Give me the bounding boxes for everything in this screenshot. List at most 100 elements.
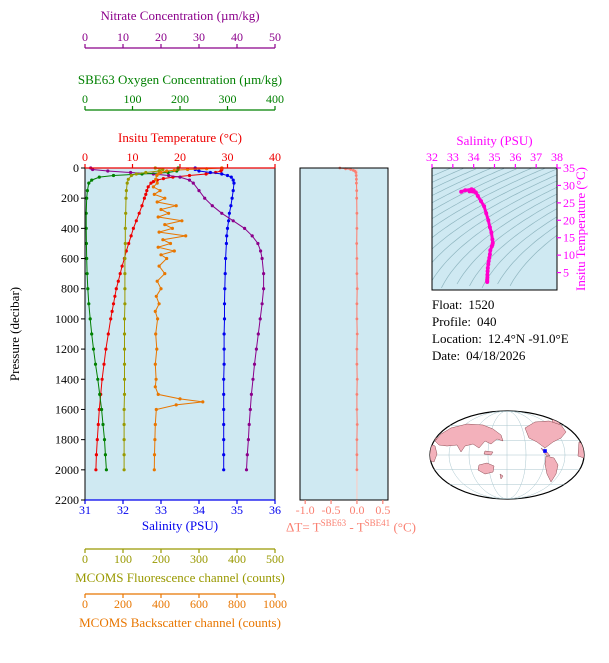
svg-text:1000: 1000 xyxy=(55,312,79,326)
delta-t-axis-title: ΔT= TSBE63 - TSBE41 (°C) xyxy=(258,518,444,535)
date-label: Date: xyxy=(432,348,461,363)
svg-text:1200: 1200 xyxy=(55,342,79,356)
svg-text:40: 40 xyxy=(269,150,281,164)
ts-salinity-axis-title: Salinity (PSU) xyxy=(456,133,533,148)
svg-text:-0.5: -0.5 xyxy=(322,503,341,517)
svg-text:30: 30 xyxy=(193,30,205,44)
delta-t-title-part: - T xyxy=(346,519,365,535)
svg-text:400: 400 xyxy=(266,92,284,106)
svg-text:800: 800 xyxy=(228,597,246,611)
svg-text:1000: 1000 xyxy=(263,597,287,611)
svg-text:34: 34 xyxy=(468,150,480,164)
land-south-america xyxy=(544,455,559,483)
svg-text:31: 31 xyxy=(79,503,91,517)
svg-text:34: 34 xyxy=(193,503,205,517)
svg-text:400: 400 xyxy=(228,552,246,566)
series-mcoms-fluorescence-channel-counts- xyxy=(122,166,165,472)
svg-text:0: 0 xyxy=(82,552,88,566)
ts-temperature-axis: 5 10 15 20 25 30 35 xyxy=(557,161,575,280)
svg-text:400: 400 xyxy=(61,221,79,235)
svg-text:50: 50 xyxy=(269,30,281,44)
backscatter-axis: 0 200 400 600 800 1000 xyxy=(82,593,287,611)
series-insitu-temperature-c- xyxy=(94,166,224,472)
svg-text:1400: 1400 xyxy=(55,372,79,386)
svg-text:35: 35 xyxy=(489,150,501,164)
svg-text:600: 600 xyxy=(190,597,208,611)
series-sbe63-oxygen-concentration-m-kg- xyxy=(84,166,180,472)
location-label: Location: xyxy=(432,331,482,346)
delta-t-panel xyxy=(300,168,388,500)
isopycnal-contours xyxy=(431,167,558,289)
svg-text:33: 33 xyxy=(447,150,459,164)
delta-t-title-part: (°C) xyxy=(390,519,416,535)
svg-text:32: 32 xyxy=(426,150,438,164)
svg-text:300: 300 xyxy=(190,552,208,566)
date-line: Date: 04/18/2026 xyxy=(432,347,569,364)
float-info-block: Float: 1520 Profile: 040 Location: 12.4°N -… xyxy=(432,296,569,364)
svg-text:40: 40 xyxy=(231,30,243,44)
delta-t-panel-border xyxy=(299,167,389,501)
svg-text:0: 0 xyxy=(82,597,88,611)
svg-text:0: 0 xyxy=(82,30,88,44)
land-north-america xyxy=(524,420,567,449)
oxygen-axis-title: SBE63 Oxygen Concentration (µm/kg) xyxy=(77,72,283,87)
svg-text:10: 10 xyxy=(563,248,575,262)
nitrate-axis-title: Nitrate Concentration (µm/kg) xyxy=(100,8,260,23)
svg-text:0.5: 0.5 xyxy=(375,503,390,517)
svg-text:-1.0: -1.0 xyxy=(296,503,315,517)
svg-text:15: 15 xyxy=(563,231,575,245)
svg-text:400: 400 xyxy=(152,597,170,611)
svg-text:1600: 1600 xyxy=(55,402,79,416)
svg-text:30: 30 xyxy=(563,178,575,192)
svg-text:10: 10 xyxy=(117,30,129,44)
series-salinity-psu- xyxy=(193,166,236,472)
profile-value: 040 xyxy=(477,314,497,329)
svg-text:37: 37 xyxy=(530,150,542,164)
salinity-axis-title: Salinity (PSU) xyxy=(141,518,219,533)
svg-text:20: 20 xyxy=(563,213,575,227)
profile-label: Profile: xyxy=(432,314,471,329)
svg-text:200: 200 xyxy=(152,552,170,566)
svg-text:36: 36 xyxy=(509,150,521,164)
float-line: Float: 1520 xyxy=(432,296,569,313)
svg-text:1800: 1800 xyxy=(55,433,79,447)
svg-text:200: 200 xyxy=(114,597,132,611)
land-australia xyxy=(477,462,495,475)
svg-text:33: 33 xyxy=(155,503,167,517)
svg-text:100: 100 xyxy=(114,552,132,566)
svg-text:200: 200 xyxy=(171,92,189,106)
series-nitrate-concentration-m-kg- xyxy=(89,166,266,472)
salinity-axis: 31 32 33 34 35 36 xyxy=(79,499,281,517)
land-new-zealand xyxy=(499,473,504,480)
pressure-axis: 0 200 400 600 800 1000 1200 1400 1600 1800 2000 220… xyxy=(55,161,85,507)
series-ts-profile xyxy=(459,187,495,284)
map-graticule xyxy=(430,411,584,499)
svg-text:800: 800 xyxy=(61,282,79,296)
svg-text:2200: 2200 xyxy=(55,493,79,507)
svg-text:10: 10 xyxy=(127,150,139,164)
svg-text:0.0: 0.0 xyxy=(349,503,364,517)
svg-text:35: 35 xyxy=(563,161,575,175)
float-label: Float: xyxy=(432,297,463,312)
float-value: 1520 xyxy=(468,297,495,312)
nitrate-axis: 0 10 20 30 40 50 xyxy=(82,30,281,49)
svg-text:100: 100 xyxy=(124,92,142,106)
delta-t-sup-sbe41: SBE41 xyxy=(364,518,391,528)
svg-text:30: 30 xyxy=(222,150,234,164)
fluorescence-axis-title: MCOMS Fluorescence channel (counts) xyxy=(75,570,285,585)
svg-text:2000: 2000 xyxy=(55,463,79,477)
svg-text:20: 20 xyxy=(174,150,186,164)
profile-panel xyxy=(85,168,275,500)
float-location-marker xyxy=(543,449,547,453)
location-line: Location: 12.4°N -91.0°E xyxy=(432,330,569,347)
land-eurasia xyxy=(434,423,504,453)
svg-text:36: 36 xyxy=(269,503,281,517)
series-mcoms-backscatter-channel-counts- xyxy=(151,166,224,472)
svg-text:0: 0 xyxy=(82,150,88,164)
profile-line: Profile: 040 xyxy=(432,313,569,330)
ts-salinity-axis: 32 33 34 35 36 37 38 xyxy=(426,150,563,168)
world-map xyxy=(429,410,585,500)
pressure-axis-title: Pressure (decibar) xyxy=(7,286,22,382)
